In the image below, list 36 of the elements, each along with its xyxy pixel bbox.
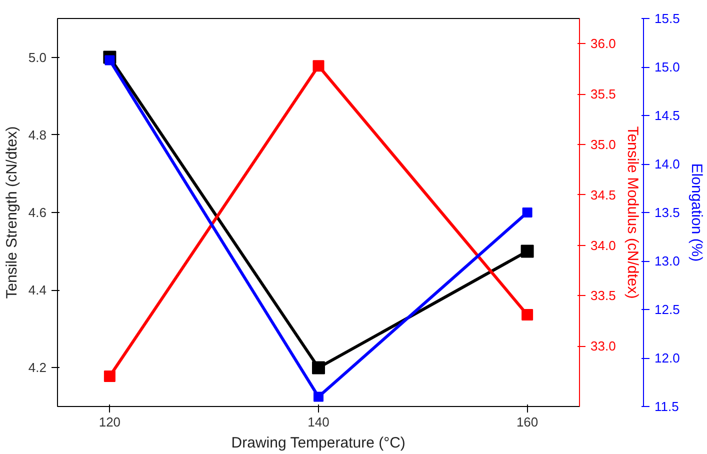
x-axis-title: Drawing Temperature (°C) [231,434,406,452]
y3-axis-title: Elongation (%) [688,163,705,262]
y2-tick-label: 36.0 [590,36,616,52]
y3-tick-label: 11.5 [654,399,679,414]
y3-tick-label: 13.0 [654,254,680,268]
y-tick-label: 4.8 [28,127,47,142]
point [312,361,325,374]
y3-tick-label: 12.5 [654,302,680,317]
y2-tick-label: 33.5 [590,288,616,304]
point [312,60,324,72]
point [520,244,534,258]
y2-tick-label: 33.0 [590,338,616,354]
y2-tick-label: 34.5 [590,187,616,202]
y3-tick-label: 15.5 [654,11,680,26]
y3-tick-label: 14.0 [654,156,680,172]
y3-tick-label: 12.0 [654,350,680,366]
y-tick-label: 5.0 [28,50,47,65]
y-tick-label: 4.6 [28,205,47,220]
y-tick-label: 4.2 [28,360,47,376]
point [104,370,116,382]
x-tick-label: 160 [516,414,538,430]
y2-tick-label: 35.5 [590,86,616,102]
point [522,208,532,218]
x-tick-label: 120 [98,414,121,430]
y3-tick-label: 14.5 [654,108,680,123]
y2-axis-title: Tensile Modulus (cN/dtex) [624,126,641,299]
y-axis-title: Tensile Strength (cN/dtex) [3,126,20,299]
point [104,55,115,66]
point [314,392,324,402]
y3-tick-label: 13.5 [654,205,680,220]
y2-tick-label: 34.0 [590,238,616,253]
point [522,309,534,321]
y2-tick-label: 35.0 [590,136,616,152]
x-tick-label: 140 [308,414,330,430]
y3-tick-label: 15.0 [654,60,680,74]
y-tick-label: 4.4 [28,282,47,298]
